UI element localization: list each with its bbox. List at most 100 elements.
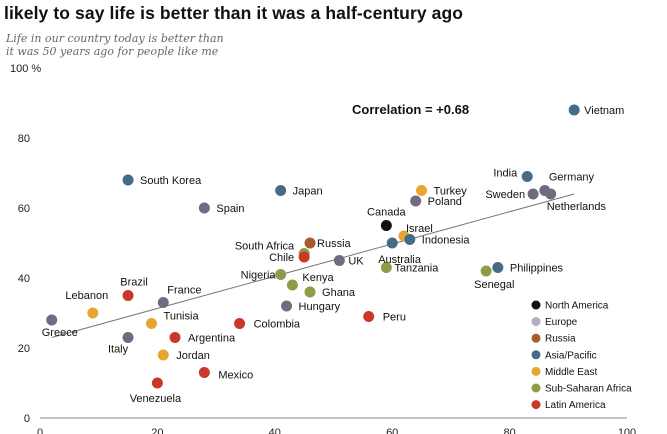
point-uk — [333, 255, 345, 266]
point-australia — [386, 237, 398, 249]
legend-swatch-latin-america — [531, 400, 541, 410]
axes: 0 20 40 60 80 100 % 0 20 40 60 80 100 — [10, 63, 636, 434]
y-tick-label: 100 % — [10, 63, 41, 75]
point-label-turkey: Turkey — [434, 186, 468, 198]
point-labels-group: Vietnam South Korea Japan Spain India Germany… — [42, 105, 625, 405]
point-label-greece: Greece — [42, 327, 78, 339]
x-tick-label: 0 — [37, 427, 43, 434]
point-label-russia: Russia — [317, 238, 352, 250]
point-label-sweden: Sweden — [485, 189, 525, 201]
x-tick-label: 100 — [618, 427, 636, 434]
x-tick-label: 40 — [269, 427, 281, 434]
point-sweden — [527, 188, 539, 200]
point-label-netherlands: Netherlands — [547, 201, 607, 213]
legend-swatch-asia-pacific — [531, 350, 541, 360]
point-argentina — [169, 332, 181, 343]
x-tick-label: 80 — [503, 427, 515, 434]
point-indonesia — [404, 234, 416, 245]
y-tick-label: 20 — [18, 343, 30, 355]
point-turkey — [416, 185, 428, 196]
point-greece — [46, 314, 58, 326]
chart-subtitle: Life in our country today is better than… — [6, 32, 226, 58]
point-spain — [198, 202, 210, 214]
y-tick-label: 60 — [18, 203, 30, 215]
y-tick-label: 0 — [24, 413, 30, 425]
point-label-colombia: Colombia — [254, 319, 301, 331]
correlation-annotation: Correlation = +0.68 — [352, 102, 469, 117]
point-tunisia — [146, 318, 158, 329]
legend-label-sub-saharan-africa: Sub-Saharan Africa — [545, 384, 632, 395]
point-label-tanzania: Tanzania — [394, 263, 439, 275]
point-label-senegal: Senegal — [474, 279, 514, 291]
point-label-canada: Canada — [367, 207, 406, 219]
point-label-argentina: Argentina — [188, 333, 236, 345]
point-label-peru: Peru — [383, 312, 406, 324]
point-philippines — [492, 262, 504, 273]
point-kenya — [286, 279, 298, 291]
point-south-korea — [122, 174, 134, 186]
point-brazil — [122, 290, 134, 301]
point-label-brazil: Brazil — [120, 277, 148, 289]
x-tick-label: 20 — [151, 427, 163, 434]
point-jordan — [157, 349, 169, 361]
point-poland — [410, 195, 422, 207]
point-label-uk: UK — [348, 256, 364, 268]
legend-swatch-middle-east — [531, 366, 541, 376]
legend-swatch-north-america — [531, 300, 541, 310]
legend: North America Europe Russia Asia/Pacific Mid… — [531, 300, 632, 411]
point-hungary — [281, 300, 293, 312]
legend-label-middle-east: Middle East — [545, 367, 597, 378]
point-france — [157, 297, 169, 308]
point-label-jordan: Jordan — [176, 350, 210, 362]
point-ghana — [304, 286, 316, 298]
subtitle-line-1: Life in our country today is better than — [6, 32, 224, 45]
point-canada — [380, 220, 392, 231]
point-label-tunisia: Tunisia — [164, 311, 200, 323]
legend-label-russia: Russia — [545, 334, 576, 345]
point-label-italy: Italy — [108, 344, 129, 356]
chart-title: likely to say life is better than it was… — [4, 3, 464, 23]
point-lebanon — [87, 307, 99, 319]
point-japan — [275, 185, 287, 196]
point-senegal — [480, 265, 492, 277]
points-group — [46, 104, 580, 389]
legend-label-europe: Europe — [545, 317, 578, 328]
y-tick-label: 80 — [18, 133, 30, 145]
point-chile — [298, 251, 310, 263]
point-nigeria — [275, 269, 287, 280]
point-label-hungary: Hungary — [299, 301, 341, 313]
point-label-india: India — [493, 168, 518, 180]
point-label-venezuela: Venezuela — [130, 393, 182, 405]
point-label-philippines: Philippines — [510, 263, 564, 275]
point-label-poland: Poland — [428, 196, 462, 208]
point-label-israel: Israel — [406, 223, 433, 235]
point-russia — [304, 237, 316, 249]
point-label-south-africa: South Africa — [235, 241, 295, 253]
point-peru — [363, 311, 375, 322]
point-label-spain: Spain — [216, 203, 244, 215]
subtitle-line-2: it was 50 years ago for people like me — [6, 45, 219, 58]
legend-swatch-europe — [531, 317, 541, 327]
point-india — [521, 171, 533, 182]
point-label-japan: Japan — [293, 186, 323, 198]
point-label-kenya: Kenya — [302, 272, 334, 284]
legend-swatch-sub-saharan-africa — [531, 383, 541, 393]
point-label-vietnam: Vietnam — [584, 105, 624, 117]
legend-label-asia-pacific: Asia/Pacific — [545, 350, 597, 361]
point-label-south-korea: South Korea — [140, 175, 202, 187]
legend-label-north-america: North America — [545, 301, 609, 312]
point-label-france: France — [167, 285, 201, 297]
trendline-group — [51, 193, 575, 338]
point-label-ghana: Ghana — [322, 287, 356, 299]
point-label-australia: Australia — [378, 254, 422, 266]
point-label-germany: Germany — [549, 172, 595, 184]
legend-swatch-russia — [531, 333, 541, 343]
point-label-nigeria: Nigeria — [241, 270, 277, 282]
point-mexico — [198, 367, 210, 378]
trendline — [51, 193, 575, 338]
point-label-lebanon: Lebanon — [65, 290, 108, 302]
point-italy — [122, 332, 134, 343]
point-label-indonesia: Indonesia — [422, 235, 471, 247]
point-vietnam — [568, 104, 580, 116]
